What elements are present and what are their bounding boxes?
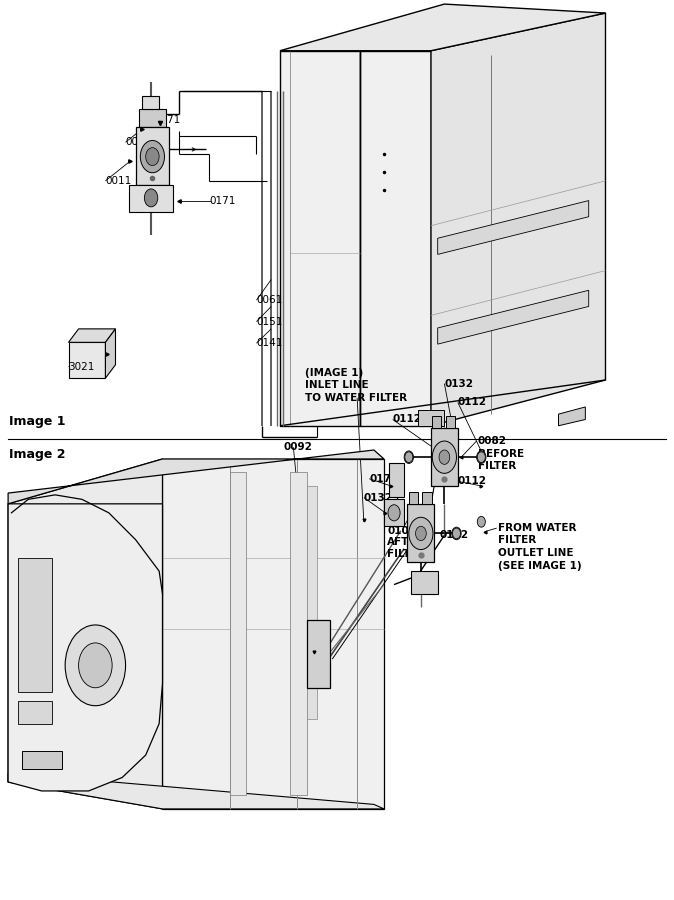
Polygon shape [8,773,384,809]
Polygon shape [307,620,330,688]
Circle shape [404,451,414,464]
Text: 0061: 0061 [256,295,282,305]
Circle shape [65,625,125,706]
Polygon shape [69,342,105,378]
Polygon shape [18,701,52,724]
Text: FILTER: FILTER [388,549,425,559]
Polygon shape [230,472,247,796]
Circle shape [477,517,485,527]
Text: Image 2: Image 2 [9,448,66,461]
Polygon shape [139,109,166,127]
Text: TO WATER FILTER: TO WATER FILTER [305,393,407,403]
Text: INLET LINE: INLET LINE [305,381,369,391]
Text: OUTLET LINE: OUTLET LINE [498,548,574,558]
Text: (IMAGE 1): (IMAGE 1) [305,368,363,378]
Polygon shape [559,407,585,426]
Circle shape [439,450,450,464]
Text: FILTER: FILTER [478,461,516,472]
Polygon shape [390,463,404,497]
Text: AFTER: AFTER [388,537,425,547]
Polygon shape [162,459,384,809]
Polygon shape [384,500,404,526]
Circle shape [477,451,486,464]
Text: 0132: 0132 [439,530,468,540]
Polygon shape [129,185,173,212]
Polygon shape [135,127,169,185]
Circle shape [409,518,433,550]
Text: 0172: 0172 [369,473,398,483]
Text: (SEE IMAGE 1): (SEE IMAGE 1) [498,561,582,571]
Text: 0132: 0132 [364,492,393,502]
Text: 0141: 0141 [256,338,283,348]
Text: 0011: 0011 [105,176,131,185]
Circle shape [144,189,158,207]
Polygon shape [8,459,162,809]
Polygon shape [409,492,418,504]
Text: 0102: 0102 [388,526,417,536]
Polygon shape [446,416,455,428]
Polygon shape [290,472,307,796]
Polygon shape [411,572,437,594]
Circle shape [79,643,112,688]
Circle shape [140,140,164,173]
Circle shape [452,527,461,540]
Text: 0112: 0112 [458,398,487,408]
Polygon shape [280,4,605,50]
Polygon shape [142,95,159,109]
Text: 0132: 0132 [444,379,473,389]
Polygon shape [8,450,384,504]
Circle shape [146,148,159,166]
Text: 0112: 0112 [393,415,422,425]
Polygon shape [437,291,588,344]
Polygon shape [422,492,431,504]
Polygon shape [408,504,434,562]
Polygon shape [431,14,605,426]
Polygon shape [18,558,52,692]
Circle shape [477,452,485,463]
Polygon shape [280,50,361,426]
Text: 0071: 0071 [154,115,181,125]
Circle shape [416,526,426,541]
Text: 3021: 3021 [69,362,95,372]
Polygon shape [437,201,588,255]
Text: 0082: 0082 [478,436,507,446]
Polygon shape [432,416,441,428]
Circle shape [452,528,460,539]
Polygon shape [8,504,162,791]
Text: 0041: 0041 [125,138,152,148]
Text: 0112: 0112 [458,476,487,486]
Circle shape [432,441,456,473]
Polygon shape [69,328,115,342]
Text: 0151: 0151 [256,317,283,327]
Text: 0092: 0092 [283,442,312,453]
Text: Image 1: Image 1 [9,416,66,428]
Circle shape [388,505,400,521]
Text: BEFORE: BEFORE [478,448,524,459]
Polygon shape [105,328,115,378]
Circle shape [405,452,413,463]
Polygon shape [22,751,62,769]
Polygon shape [431,428,458,486]
Text: FILTER: FILTER [498,535,537,544]
Polygon shape [418,410,444,426]
Polygon shape [297,486,317,719]
Text: 0171: 0171 [210,196,236,206]
Text: FROM WATER: FROM WATER [498,523,576,533]
Polygon shape [361,50,431,426]
